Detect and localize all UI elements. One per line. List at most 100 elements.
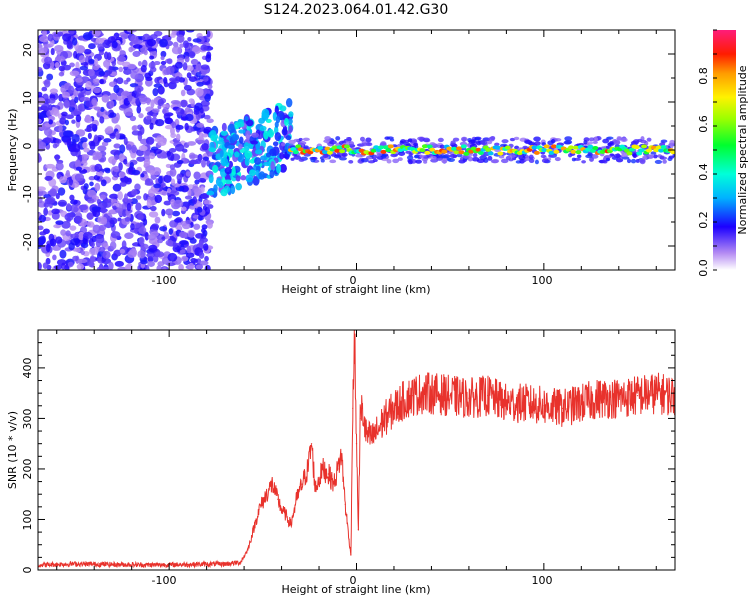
spectrogram-cell [106, 198, 112, 203]
spectrogram-cell [70, 98, 76, 108]
spectrogram-cell [109, 93, 118, 102]
spectrogram-cell [269, 148, 277, 157]
snr-data-point [421, 392, 423, 394]
spectrogram-cell [49, 88, 59, 94]
spectrogram-cell [118, 171, 126, 178]
spectrogram-cell [92, 78, 100, 85]
spectrogram-cell [64, 213, 74, 222]
spectrogram-cell [49, 238, 57, 247]
spectrogram-cell [184, 56, 190, 63]
spectrogram-cell [171, 210, 181, 217]
spectrogram-cell [135, 202, 142, 211]
spectrogram-cell [650, 151, 657, 155]
spectrogram-cell [157, 85, 165, 95]
spectrogram-cell [175, 143, 185, 152]
spectrogram-cell [195, 232, 205, 239]
spectrogram-cell [66, 40, 73, 49]
spectrogram-cell [145, 136, 155, 145]
spectrogram-cell [360, 136, 365, 142]
spectrogram-cell [43, 44, 48, 53]
snr-data-point [344, 503, 346, 505]
spectrogram-cell [89, 141, 96, 150]
spectrogram-cell [255, 149, 263, 155]
spectrogram-cell [88, 247, 99, 256]
spectrogram-cell [621, 156, 630, 160]
spectrogram-cell [69, 204, 79, 213]
spectrogram-cell [180, 99, 188, 108]
spectrogram-cell [413, 142, 419, 146]
spectrogram-cell [222, 150, 228, 159]
spectrogram-cell [224, 179, 233, 184]
chart-title: S124.2023.064.01.42.G30 [264, 2, 449, 18]
spectrogram-cell [67, 261, 74, 268]
spectrogram-cell [298, 158, 305, 162]
spectrogram-cell [196, 81, 204, 87]
spectrogram-cell [87, 189, 97, 198]
spectrogram-cell [533, 136, 541, 142]
spectrogram-cell [195, 264, 204, 270]
spectrogram-cell [272, 141, 279, 147]
spectrogram-cell [550, 139, 556, 143]
spectrogram-cell [69, 194, 75, 201]
spectrogram-cell [39, 35, 49, 43]
spectrogram-cell [128, 166, 134, 173]
spectrogram-cell [112, 165, 120, 172]
spectrogram-cell [477, 150, 484, 155]
spectrogram-cell [102, 266, 110, 270]
spectrogram-cell [423, 160, 428, 164]
spectrogram-cell [196, 206, 203, 213]
spectrogram-cell [70, 237, 80, 246]
spectrogram-cell [92, 87, 101, 94]
spectrogram-cell [131, 188, 138, 196]
spectrogram-cell [57, 187, 66, 196]
spectrogram-cell [182, 62, 188, 71]
spectrogram-cell [93, 134, 99, 143]
spectrogram-cell [185, 113, 194, 122]
bottom-y-axis-title: SNR (10 * v/v) [6, 411, 19, 489]
spectrogram-cell [238, 143, 243, 150]
spectrogram-cell [500, 158, 509, 164]
spectrogram-cell [155, 118, 165, 127]
spectrogram-cell [98, 51, 105, 56]
spectrogram-cell [326, 150, 333, 155]
spectrogram-cell [78, 204, 88, 211]
spectrogram-cell [51, 211, 60, 220]
spectrogram-cell [84, 128, 93, 133]
spectrogram-cell [672, 153, 675, 157]
spectrogram-cell [153, 148, 163, 154]
snr-data-point [271, 483, 273, 485]
spectrogram-cell [75, 114, 82, 123]
spectrogram-cell [179, 231, 188, 239]
spectrogram-cell [75, 86, 85, 92]
spectrogram-cell [46, 73, 54, 81]
spectrogram-cell [295, 144, 302, 149]
spectrogram-cell [193, 258, 198, 263]
spectrogram-cell [52, 254, 57, 261]
spectrogram-cell [407, 138, 413, 143]
spectrogram-cell [154, 216, 161, 224]
spectrogram-cell [474, 137, 481, 141]
spectrogram-cell [424, 150, 431, 155]
spectrogram-cell [159, 38, 168, 48]
spectrogram-cell [161, 191, 168, 196]
spectrogram-cell [468, 139, 476, 144]
spectrogram-cell [554, 156, 561, 162]
spectrogram-cell [189, 154, 199, 159]
snr-panel: -100 0 100 0 100 200 300 400 Height of s… [6, 329, 676, 596]
spectrogram-cell [386, 136, 394, 140]
spectrogram-cell [91, 97, 98, 106]
spectrogram-cell [198, 132, 204, 140]
spectrogram-cell [239, 136, 244, 145]
spectrogram-cell [587, 144, 594, 149]
spectrogram-cell [200, 193, 210, 200]
spectrogram-cell [260, 155, 268, 161]
spectrogram-cell [206, 221, 213, 229]
snr-data-point [412, 395, 414, 397]
spectrogram-cell [408, 152, 413, 157]
spectrogram-cell [490, 159, 499, 164]
spectrogram-cell [169, 164, 176, 170]
spectrogram-cell [112, 205, 117, 210]
spectrogram-cell [207, 84, 213, 90]
spectrogram-cell [69, 70, 80, 77]
top-y-axis-title: Frequency (Hz) [6, 109, 19, 192]
